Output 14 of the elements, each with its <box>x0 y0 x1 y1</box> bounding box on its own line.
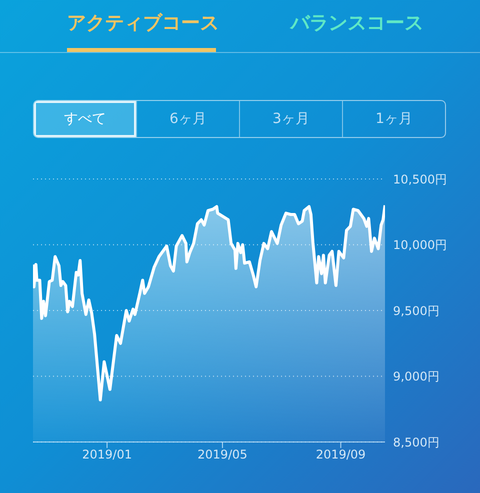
text: 6ヶ月 <box>136 101 239 137</box>
text: 3ヶ月 <box>239 101 342 137</box>
text: 1ヶ月 <box>342 101 445 137</box>
x-tick-label: 2019/01 <box>82 448 132 462</box>
y-tick-label: 9,000円 <box>393 370 440 384</box>
y-tick-label: 9,500円 <box>393 304 440 318</box>
y-tick-label: 10,000円 <box>393 238 447 252</box>
x-tick-label: 2019/05 <box>198 448 248 462</box>
text: アクティブコース <box>66 11 220 36</box>
text: バランスコース <box>288 11 424 36</box>
x-tick-label: 2019/09 <box>316 448 366 462</box>
y-tick-label: 10,500円 <box>393 172 447 186</box>
text: すべて <box>34 101 136 137</box>
y-tick-label: 8,500円 <box>393 435 440 450</box>
